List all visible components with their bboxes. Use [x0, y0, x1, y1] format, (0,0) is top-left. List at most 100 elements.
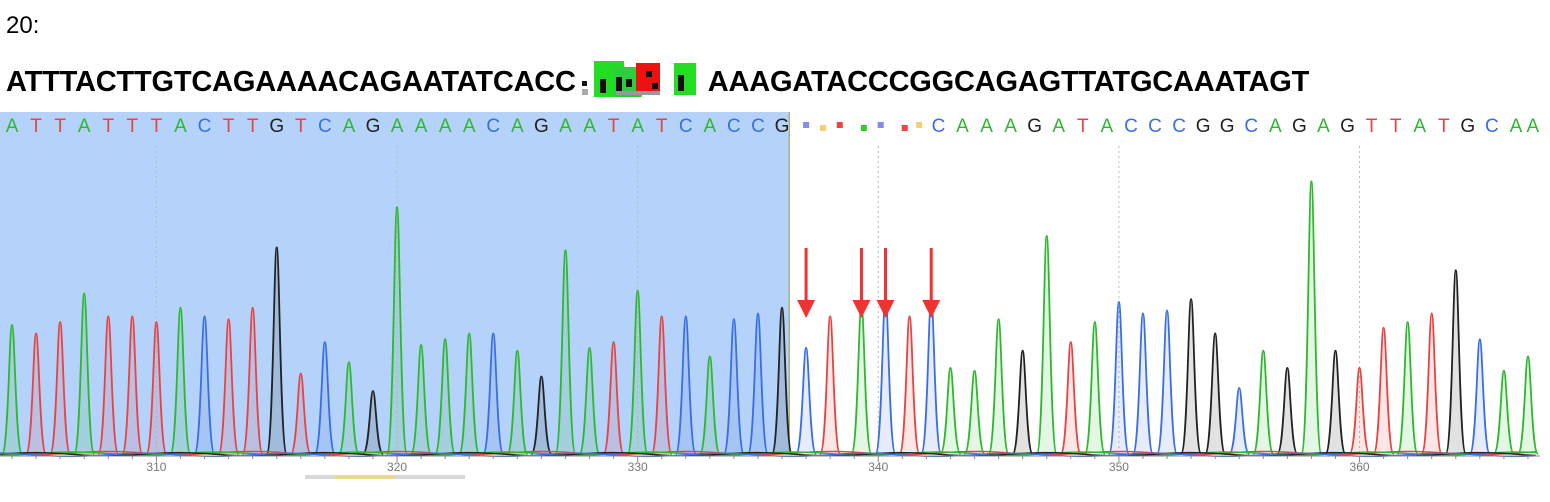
- peak-A: [1, 323, 24, 455]
- pixel-mark: [615, 77, 622, 91]
- peak-A: [410, 344, 433, 455]
- base-call-T: T: [151, 116, 163, 137]
- peak-A: [386, 206, 409, 455]
- peak-G: [1204, 332, 1227, 455]
- base-call-A: A: [559, 116, 572, 137]
- peak-C: [1468, 338, 1491, 455]
- peak-C: [313, 341, 336, 455]
- sequence-line: ATTTACTTGTCAGAAAACAGAATATCACC AAAGATACCC…: [6, 59, 1546, 99]
- base-call-A: A: [980, 116, 993, 137]
- peak-C: [1156, 309, 1179, 455]
- peak-C: [1131, 312, 1154, 455]
- base-call-T: T: [1438, 116, 1450, 137]
- base-call-A: A: [78, 116, 91, 137]
- base-call-T: T: [1390, 116, 1402, 137]
- peak-A: [1252, 349, 1275, 455]
- base-call-A: A: [1413, 116, 1426, 137]
- peak-G: [1011, 349, 1034, 455]
- peak-T: [145, 321, 168, 455]
- peak-A: [554, 249, 577, 455]
- base-call-T: T: [247, 116, 259, 137]
- base-call-G: G: [269, 116, 284, 137]
- mutation-arrow-head: [797, 300, 816, 318]
- peak-T: [1348, 366, 1371, 455]
- peak-T: [650, 315, 673, 455]
- base-call-A: A: [1101, 116, 1114, 137]
- base-call-T: T: [656, 116, 668, 137]
- peak-A: [987, 318, 1010, 455]
- base-call-G: G: [1196, 116, 1211, 137]
- base-call-T: T: [223, 116, 235, 137]
- obscured-call-mark: [803, 122, 810, 128]
- obscured-call-mark: [860, 125, 867, 131]
- tick-label: 330: [628, 460, 648, 474]
- obscured-call-mark: [877, 122, 884, 128]
- base-call-G: G: [366, 116, 381, 137]
- base-call-A: A: [511, 116, 524, 137]
- peak-T: [97, 315, 120, 455]
- pixel-mark: [645, 71, 652, 77]
- tick-label: 320: [387, 460, 407, 474]
- base-call-A: A: [415, 116, 428, 137]
- baseline-trace: [0, 450, 1537, 456]
- pixel-mark: [625, 79, 632, 87]
- peak-C: [746, 312, 769, 455]
- mutation-arrow-head: [876, 300, 895, 318]
- peak-T: [1372, 326, 1395, 455]
- peak-A: [1396, 321, 1419, 455]
- peak-A: [458, 332, 481, 455]
- tick-label: 350: [1109, 460, 1129, 474]
- base-call-T: T: [127, 116, 139, 137]
- base-call-A: A: [1526, 116, 1539, 137]
- base-call-G: G: [1460, 116, 1475, 137]
- peak-G: [530, 375, 553, 455]
- peak-A: [578, 346, 601, 455]
- base-call-C: C: [932, 116, 946, 137]
- base-call-A: A: [1052, 116, 1065, 137]
- peak-G: [1324, 349, 1347, 455]
- baseline-trace: [0, 452, 1537, 458]
- peak-T: [1059, 341, 1082, 455]
- base-call-T: T: [54, 116, 66, 137]
- base-call-T: T: [1077, 116, 1089, 137]
- mutation-highlight-graphic: [581, 61, 696, 97]
- base-call-G: G: [1292, 116, 1307, 137]
- obscured-call-mark: [819, 125, 826, 131]
- obscured-call-mark: [901, 125, 908, 131]
- peak-T: [241, 306, 264, 455]
- base-call-A: A: [174, 116, 187, 137]
- base-call-C: C: [198, 116, 212, 137]
- base-call-A: A: [1510, 116, 1523, 137]
- pixel-mark: [651, 83, 658, 89]
- scrollbar-thumb: [335, 475, 395, 479]
- peak-T: [217, 318, 240, 455]
- peak-C: [482, 332, 505, 455]
- sequence-left: ATTTACTTGTCAGAAAACAGAATATCACC: [6, 66, 576, 98]
- peak-G: [361, 389, 384, 455]
- peak-A: [963, 369, 986, 455]
- peak-A: [626, 289, 649, 455]
- base-call-A: A: [956, 116, 969, 137]
- sample-label: 20:: [6, 12, 40, 39]
- base-call-C: C: [727, 116, 741, 137]
- base-call-A: A: [463, 116, 476, 137]
- base-call-C: C: [486, 116, 500, 137]
- base-call-G: G: [1220, 116, 1235, 137]
- base-call-G: G: [775, 116, 790, 137]
- peak-A: [506, 349, 529, 455]
- peak-G: [771, 306, 794, 455]
- peak-A: [698, 355, 721, 455]
- peak-G: [1444, 269, 1467, 455]
- base-call-T: T: [30, 116, 42, 137]
- peak-T: [602, 341, 625, 455]
- peak-T: [121, 315, 144, 455]
- base-call-A: A: [1004, 116, 1017, 137]
- peak-A: [1300, 180, 1323, 455]
- tick-label: 340: [868, 460, 888, 474]
- base-call-A: A: [439, 116, 452, 137]
- peak-A: [73, 292, 96, 455]
- peak-C: [920, 298, 943, 455]
- peak-C: [193, 315, 216, 455]
- mutation-arrow-head: [852, 300, 871, 318]
- peak-T: [1420, 312, 1443, 455]
